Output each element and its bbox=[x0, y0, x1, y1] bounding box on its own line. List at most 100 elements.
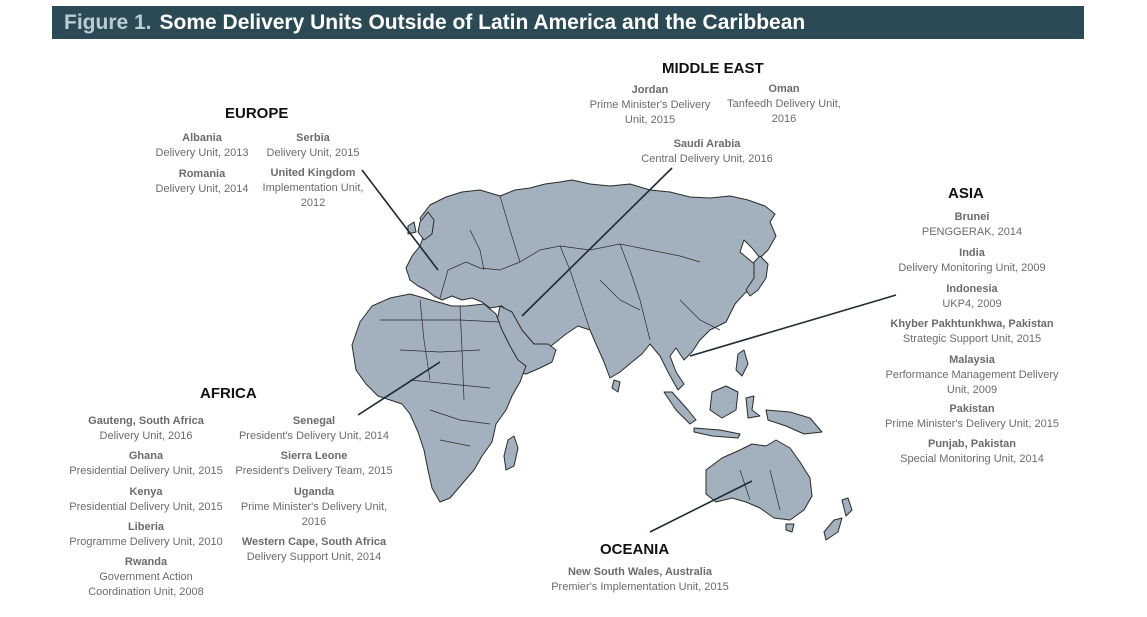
sulawesi bbox=[745, 395, 761, 419]
great-britain bbox=[417, 211, 435, 241]
entry-country: Punjab, Pakistan bbox=[927, 438, 1017, 450]
entry-sierra-leone: Sierra Leone President's Delivery Team, … bbox=[232, 449, 396, 479]
entry-unit: Prime Minister's Delivery Unit, bbox=[240, 501, 388, 513]
region-oceania: OCEANIA bbox=[600, 541, 670, 558]
entry-punjab-pakistan: Punjab, Pakistan Special Monitoring Unit… bbox=[870, 437, 1074, 467]
entry-brunei: Brunei PENGGERAK, 2014 bbox=[880, 210, 1064, 240]
entry-country: Ghana bbox=[128, 450, 164, 462]
region-asia: ASIA bbox=[948, 185, 984, 202]
entry-unit: Unit, 2015 bbox=[624, 114, 676, 126]
sumatra bbox=[663, 391, 697, 425]
entry-unit: Implementation Unit, bbox=[262, 182, 364, 194]
entry-unit: Performance Management Delivery bbox=[885, 369, 1059, 381]
entry-country: Pakistan bbox=[949, 403, 995, 415]
japan bbox=[745, 255, 769, 297]
entry-country: Albania bbox=[182, 132, 222, 144]
philippines bbox=[735, 349, 749, 377]
entry-rwanda: Rwanda Government Action Coordination Un… bbox=[66, 555, 226, 600]
africa-landmass bbox=[351, 293, 527, 503]
entry-country: Uganda bbox=[293, 486, 335, 498]
entry-albania: Albania Delivery Unit, 2013 bbox=[147, 131, 257, 161]
entry-country: Kenya bbox=[129, 486, 163, 498]
entry-serbia: Serbia Delivery Unit, 2015 bbox=[258, 131, 368, 161]
entry-unit: 2012 bbox=[300, 197, 326, 209]
entry-country: Gauteng, South Africa bbox=[88, 415, 204, 427]
entry-unit: UKP4, 2009 bbox=[942, 298, 1002, 310]
region-africa: AFRICA bbox=[200, 385, 257, 402]
entry-country: Rwanda bbox=[124, 556, 168, 568]
entry-senegal: Senegal President's Delivery Unit, 2014 bbox=[232, 414, 396, 444]
entry-unit: Tanfeedh Delivery Unit, bbox=[727, 98, 841, 110]
entry-country: Oman bbox=[768, 83, 800, 95]
entry-country: Saudi Arabia bbox=[673, 138, 741, 150]
entry-unit: Government Action bbox=[99, 571, 193, 583]
australia bbox=[705, 439, 813, 521]
entry-unit: PENGGERAK, 2014 bbox=[921, 226, 1023, 238]
entry-country: Serbia bbox=[296, 132, 330, 144]
entry-country: Malaysia bbox=[949, 354, 995, 366]
leader-line-asia bbox=[689, 294, 897, 357]
entry-khyber-pakhtunkhwa: Khyber Pakhtunkhwa, Pakistan Strategic S… bbox=[870, 317, 1074, 347]
entry-country: Romania bbox=[178, 168, 226, 180]
entry-unit: Delivery Support Unit, 2014 bbox=[246, 551, 382, 563]
entry-country: Brunei bbox=[954, 211, 990, 223]
entry-unit: Unit, 2009 bbox=[946, 384, 998, 396]
entry-country: Liberia bbox=[127, 521, 165, 533]
borneo bbox=[709, 385, 739, 419]
leader-lines bbox=[357, 167, 897, 533]
entry-gauteng: Gauteng, South Africa Delivery Unit, 201… bbox=[66, 414, 226, 444]
entry-unit: President's Delivery Unit, 2014 bbox=[238, 430, 390, 442]
entry-unit: Delivery Unit, 2013 bbox=[155, 147, 249, 159]
entry-unit: Premier's Implementation Unit, 2015 bbox=[551, 581, 729, 593]
new-guinea bbox=[765, 409, 823, 435]
entry-unit: Prime Minister's Delivery bbox=[589, 99, 711, 111]
figure-title-bar: Figure 1. Some Delivery Units Outside of… bbox=[52, 6, 1084, 39]
country-borders bbox=[380, 195, 781, 511]
entry-unit: Presidential Delivery Unit, 2015 bbox=[69, 465, 223, 477]
entry-uganda: Uganda Prime Minister's Delivery Unit, 2… bbox=[232, 485, 396, 530]
entry-jordan: Jordan Prime Minister's Delivery Unit, 2… bbox=[580, 83, 720, 128]
entry-malaysia: Malaysia Performance Management Delivery… bbox=[870, 353, 1074, 398]
entry-romania: Romania Delivery Unit, 2014 bbox=[147, 167, 257, 197]
entry-liberia: Liberia Programme Delivery Unit, 2010 bbox=[66, 520, 226, 550]
entry-unit: Delivery Monitoring Unit, 2009 bbox=[898, 262, 1046, 274]
new-zealand bbox=[823, 497, 853, 541]
entry-unit: Delivery Unit, 2014 bbox=[155, 183, 249, 195]
region-europe: EUROPE bbox=[225, 105, 289, 122]
entry-country: Indonesia bbox=[946, 283, 998, 295]
madagascar bbox=[503, 435, 519, 471]
entry-unit: President's Delivery Team, 2015 bbox=[235, 465, 393, 477]
tasmania bbox=[785, 523, 795, 533]
figure-label: Figure 1. bbox=[64, 10, 152, 34]
entry-country: Senegal bbox=[292, 415, 336, 427]
entry-country: Khyber Pakhtunkhwa, Pakistan bbox=[890, 318, 1054, 330]
sri-lanka bbox=[611, 379, 621, 393]
entry-country: New South Wales, Australia bbox=[567, 566, 713, 578]
entry-unit: 2016 bbox=[301, 516, 327, 528]
entry-unit: 2016 bbox=[771, 113, 797, 125]
entry-unit: Delivery Unit, 2016 bbox=[99, 430, 193, 442]
entry-united-kingdom: United Kingdom Implementation Unit, 2012 bbox=[253, 166, 373, 211]
entry-country: Western Cape, South Africa bbox=[241, 536, 387, 548]
entry-unit: Central Delivery Unit, 2016 bbox=[641, 153, 773, 165]
leader-line-middle-east bbox=[521, 167, 673, 317]
entry-kenya: Kenya Presidential Delivery Unit, 2015 bbox=[66, 485, 226, 515]
entry-western-cape: Western Cape, South Africa Delivery Supp… bbox=[232, 535, 396, 565]
entry-country: United Kingdom bbox=[270, 167, 356, 179]
eurasia-landmass bbox=[405, 179, 777, 391]
entry-country: Sierra Leone bbox=[280, 450, 348, 462]
leader-line-africa bbox=[357, 361, 441, 416]
entry-country: Jordan bbox=[631, 84, 669, 96]
entry-india: India Delivery Monitoring Unit, 2009 bbox=[880, 246, 1064, 276]
region-middle-east: MIDDLE EAST bbox=[662, 60, 764, 77]
leader-line-europe bbox=[361, 169, 439, 271]
entry-unit: Delivery Unit, 2015 bbox=[266, 147, 360, 159]
entry-unit: Strategic Support Unit, 2015 bbox=[902, 333, 1042, 345]
figure-title: Some Delivery Units Outside of Latin Ame… bbox=[159, 10, 806, 34]
entry-saudi-arabia: Saudi Arabia Central Delivery Unit, 2016 bbox=[630, 137, 784, 167]
leader-line-oceania bbox=[649, 480, 753, 533]
entry-country: India bbox=[959, 247, 985, 259]
entry-unit: Special Monitoring Unit, 2014 bbox=[900, 453, 1044, 465]
entry-new-south-wales: New South Wales, Australia Premier's Imp… bbox=[540, 565, 740, 595]
